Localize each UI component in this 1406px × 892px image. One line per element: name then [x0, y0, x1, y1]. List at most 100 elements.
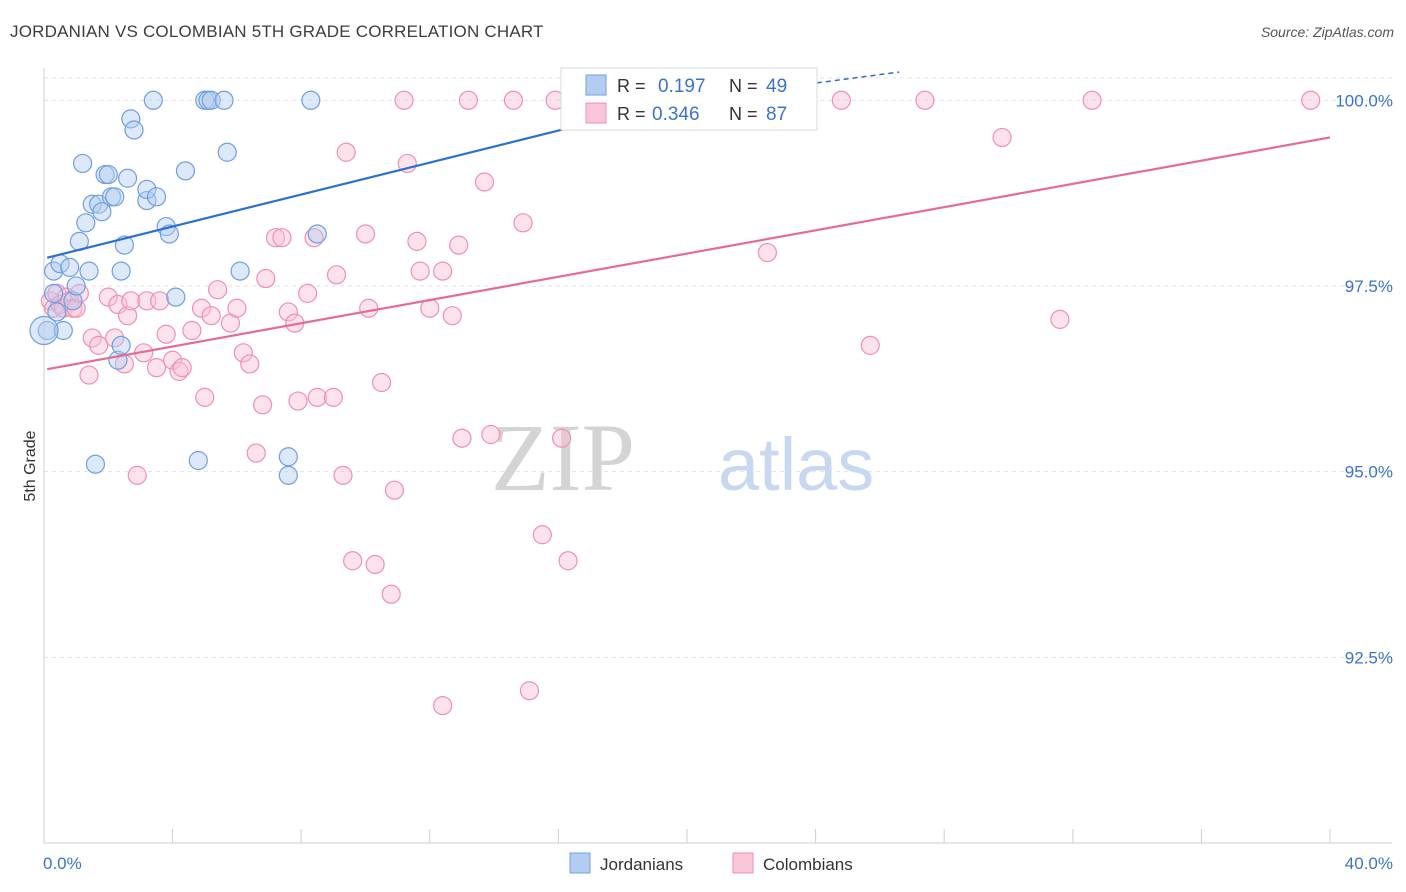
jordanian-point-25 [117, 168, 138, 188]
colombian-point-24 [156, 324, 176, 344]
colombian-point-34 [227, 298, 247, 318]
colombian-point-66 [449, 235, 469, 255]
colombian-point-58 [384, 480, 405, 500]
colombian-points [40, 90, 1321, 716]
jordanian-point-42 [230, 261, 250, 281]
jordanian-point-34 [166, 287, 186, 307]
colombian-point-29 [191, 298, 212, 318]
colombian-point-67 [452, 428, 472, 448]
jordanian-point-26 [121, 109, 141, 129]
jordanian-point-18 [98, 164, 118, 185]
colombian-point-85 [1082, 90, 1102, 110]
chart-title: JORDANIAN VS COLOMBIAN 5TH GRADE CORRELA… [10, 22, 544, 41]
colombian-point-11 [82, 328, 102, 348]
colombian-point-25 [163, 350, 183, 370]
colombian-point-46 [304, 228, 324, 248]
jordanian-point-11 [76, 213, 96, 233]
colombian-point-50 [333, 465, 353, 485]
stats-swatch-jordanians [585, 74, 607, 96]
zipatlas-watermark: ZIP atlas [491, 404, 874, 511]
colombian-point-53 [355, 224, 376, 244]
colombian-point-36 [240, 354, 260, 374]
colombian-point-59 [394, 90, 414, 110]
jordanian-point-10 [72, 153, 93, 174]
colombian-point-68 [458, 90, 478, 110]
stats-n-label-colombians: N = [729, 104, 758, 124]
stats-r-value-colombians: 0.346 [652, 104, 700, 125]
stats-n-value-jordanians: 49 [766, 76, 787, 97]
colombian-point-83 [992, 127, 1012, 148]
colombian-point-37 [246, 443, 266, 463]
jordanian-point-3 [47, 302, 67, 322]
jordanian-point-16 [92, 202, 112, 222]
colombian-point-81 [860, 335, 880, 355]
colombian-point-35 [233, 343, 253, 363]
colombian-point-28 [182, 320, 202, 341]
colombian-point-32 [208, 280, 228, 300]
colombian-point-27 [172, 358, 192, 378]
colombian-point-73 [519, 681, 540, 701]
jordanian-point-40 [214, 90, 234, 110]
colombian-point-52 [343, 551, 363, 571]
jordanian-point-1 [44, 283, 64, 303]
jordanian-point-0 [37, 320, 57, 341]
jordanian-point-7 [63, 291, 83, 311]
jordanian-point-12 [79, 261, 99, 281]
stats-legend: R = 0.197 N = 49 R = 0.346 N = 87 [560, 67, 818, 131]
colombian-point-45 [298, 283, 318, 303]
colombian-point-51 [336, 142, 356, 162]
legend-swatch-colombians [732, 852, 754, 874]
colombian-point-19 [127, 465, 147, 485]
colombian-point-30 [195, 387, 215, 407]
colombian-point-56 [371, 372, 392, 393]
colombian-point-82 [915, 90, 935, 110]
jordanian-point-2 [44, 261, 64, 281]
stats-r-value-jordanians: 0.197 [658, 76, 706, 97]
colombian-point-55 [365, 554, 385, 575]
jordanian-point-6 [60, 257, 80, 277]
colombian-point-69 [474, 172, 495, 192]
colombian-point-41 [272, 228, 292, 248]
jordanian-point-36 [188, 450, 208, 471]
colombian-point-31 [201, 306, 221, 326]
colombian-point-14 [105, 328, 125, 348]
jordanian-point-45 [301, 90, 321, 110]
jordanian-point-46 [307, 224, 327, 244]
colombian-point-87 [433, 695, 453, 716]
colombian-point-72 [513, 213, 533, 233]
colombian-point-38 [253, 395, 273, 415]
watermark-zip: ZIP [491, 404, 635, 511]
jordanian-point-14 [85, 454, 106, 474]
colombian-point-44 [288, 391, 308, 411]
jordanian-point-48 [29, 315, 59, 346]
colombian-point-12 [89, 335, 109, 355]
colombian-point-49 [326, 265, 347, 285]
colombian-point-22 [146, 358, 167, 378]
colombian-point-17 [117, 306, 138, 326]
jordanian-point-30 [143, 90, 163, 110]
colombian-point-86 [1301, 90, 1321, 110]
axes [43, 68, 1392, 844]
colombian-point-39 [256, 268, 276, 289]
colombian-point-15 [108, 294, 128, 315]
colombian-trend-line [47, 136, 1331, 371]
jordanian-points [29, 90, 655, 485]
colombian-point-47 [307, 387, 327, 407]
y-tick-label-3: 100.0% [1335, 91, 1393, 110]
jordanian-point-27 [124, 120, 144, 140]
stats-r-label-jordanians: R = [617, 76, 646, 96]
y-axis-label: 5th Grade [22, 430, 39, 501]
stats-n-value-colombians: 87 [766, 104, 787, 125]
jordanian-point-22 [111, 261, 131, 281]
jordanian-point-23 [111, 335, 131, 355]
legend-label-jordanians: Jordanians [600, 855, 683, 874]
legend-swatch-jordanians [569, 852, 591, 874]
colombian-point-64 [433, 261, 453, 281]
source-label: Source: ZipAtlas.com [1260, 24, 1394, 40]
colombian-point-40 [265, 228, 286, 248]
colombian-point-13 [98, 287, 118, 307]
colombian-point-42 [278, 302, 298, 322]
jordanian-point-43 [278, 447, 298, 467]
colombian-point-48 [323, 387, 343, 407]
